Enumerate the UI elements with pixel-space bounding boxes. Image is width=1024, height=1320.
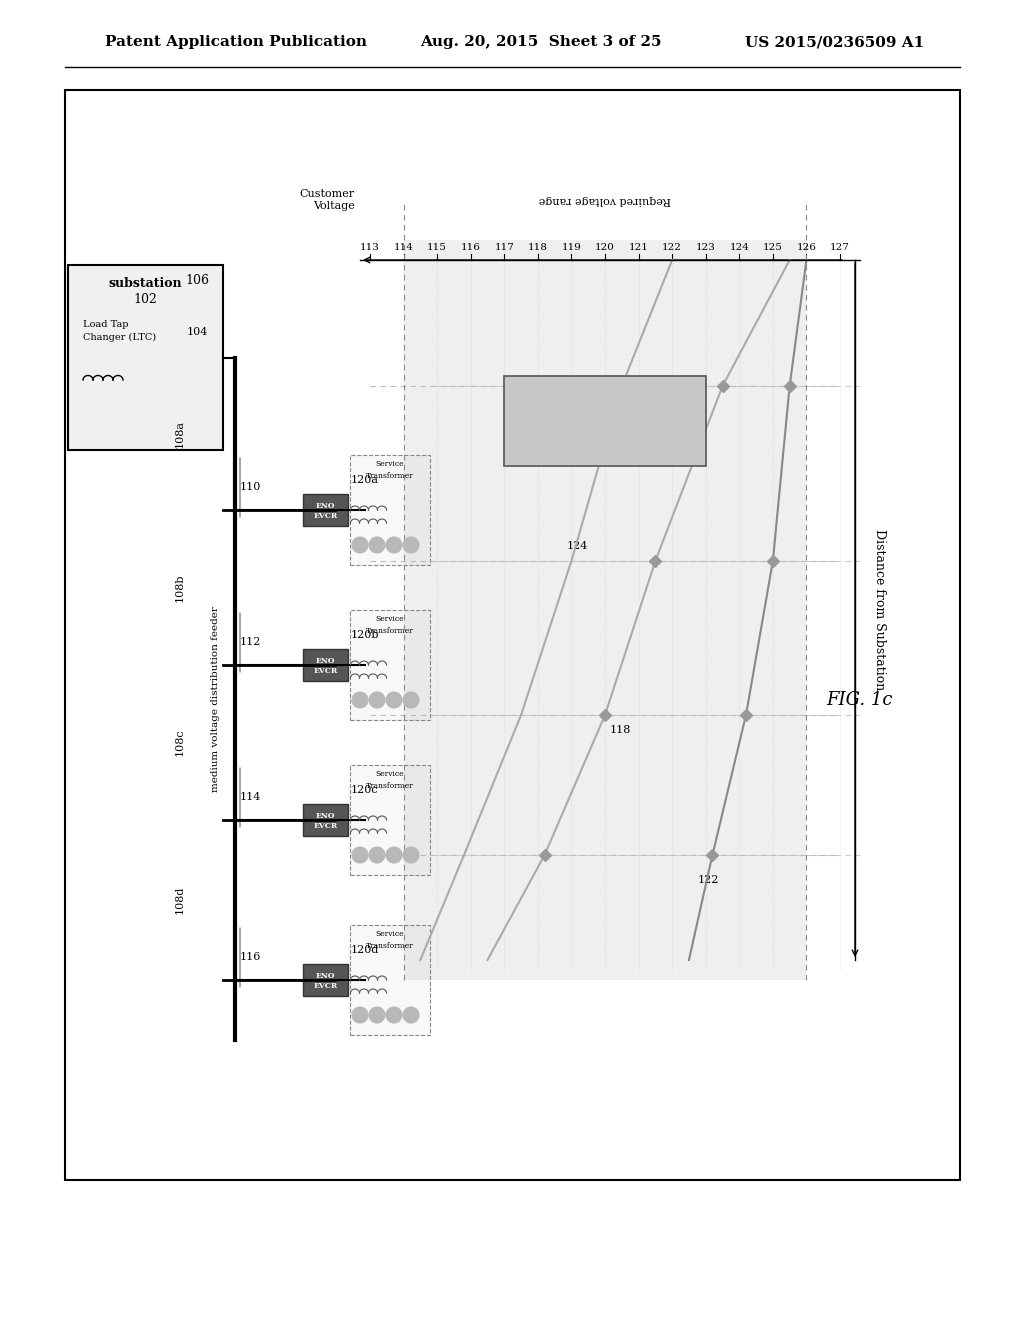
Circle shape [369, 1007, 385, 1023]
Text: EVCR: EVCR [313, 667, 338, 675]
Text: 108a: 108a [175, 420, 185, 447]
Text: Transformer: Transformer [367, 942, 414, 950]
Text: medium voltage distribution feeder: medium voltage distribution feeder [211, 606, 219, 792]
Text: 108d: 108d [175, 886, 185, 915]
Text: 116: 116 [240, 952, 261, 962]
Circle shape [386, 1007, 402, 1023]
Text: 122: 122 [697, 875, 719, 884]
Text: 122: 122 [663, 243, 682, 252]
Text: ENO: ENO [315, 972, 335, 979]
Text: 125: 125 [763, 243, 782, 252]
Text: Distance from Substation: Distance from Substation [873, 529, 887, 690]
Text: Aug. 20, 2015  Sheet 3 of 25: Aug. 20, 2015 Sheet 3 of 25 [420, 36, 662, 49]
Text: substation: substation [109, 277, 182, 290]
Text: Service: Service [376, 770, 404, 777]
Bar [504, 376, 706, 466]
Text: 114: 114 [393, 243, 414, 252]
Text: Load Tap: Load Tap [83, 319, 128, 329]
Text: 114: 114 [240, 792, 261, 803]
Text: 108b: 108b [175, 573, 185, 602]
Circle shape [369, 537, 385, 553]
Text: 115: 115 [427, 243, 447, 252]
Circle shape [352, 692, 368, 708]
Text: 113: 113 [360, 243, 380, 252]
Circle shape [386, 847, 402, 863]
Text: 121: 121 [629, 243, 648, 252]
Text: 119: 119 [561, 243, 582, 252]
Bar [68, 265, 223, 450]
Bar [303, 804, 348, 836]
Text: ENO: ENO [315, 812, 335, 820]
Circle shape [352, 1007, 368, 1023]
Text: EVCR: EVCR [313, 512, 338, 520]
Text: 127: 127 [830, 243, 850, 252]
Text: 120: 120 [595, 243, 615, 252]
Circle shape [403, 537, 419, 553]
Bar [350, 766, 430, 875]
Text: FIG. 1c: FIG. 1c [826, 690, 893, 709]
Text: 120b: 120b [351, 630, 380, 640]
Text: 110: 110 [240, 482, 261, 492]
Circle shape [403, 847, 419, 863]
Text: FURTHER
VOLTAGE
REDUCTION
POSSIBLE: FURTHER VOLTAGE REDUCTION POSSIBLE [570, 391, 640, 432]
Text: 112: 112 [240, 638, 261, 647]
Bar [350, 610, 430, 719]
Text: Customer
Voltage: Customer Voltage [300, 189, 355, 211]
Text: 120d: 120d [351, 945, 379, 954]
Bar [303, 964, 348, 997]
Circle shape [386, 537, 402, 553]
Text: Patent Application Publication: Patent Application Publication [105, 36, 367, 49]
Text: EVCR: EVCR [313, 822, 338, 830]
Bar [303, 649, 348, 681]
Text: ENO: ENO [315, 502, 335, 510]
Circle shape [386, 692, 402, 708]
Circle shape [403, 1007, 419, 1023]
Text: 116: 116 [461, 243, 480, 252]
Text: Transformer: Transformer [367, 627, 414, 635]
Text: 124: 124 [729, 243, 750, 252]
Text: 120c: 120c [351, 785, 379, 795]
Text: Transformer: Transformer [367, 781, 414, 789]
Bar [350, 925, 430, 1035]
Text: 124: 124 [566, 541, 588, 550]
Text: ENO: ENO [315, 657, 335, 665]
Bar [303, 494, 348, 525]
Text: 106: 106 [185, 273, 209, 286]
Text: Required voltage range: Required voltage range [539, 195, 671, 205]
Text: 118: 118 [528, 243, 548, 252]
Circle shape [369, 847, 385, 863]
Text: 126: 126 [797, 243, 816, 252]
Text: 120a: 120a [351, 475, 379, 484]
Bar [65, 90, 961, 1180]
Bar [350, 455, 430, 565]
Circle shape [352, 847, 368, 863]
Text: Service: Service [376, 615, 404, 623]
Text: EVCR: EVCR [313, 982, 338, 990]
Text: Service: Service [376, 931, 404, 939]
Text: 123: 123 [695, 243, 716, 252]
Circle shape [369, 692, 385, 708]
Bar [403, 240, 807, 979]
Text: 117: 117 [495, 243, 514, 252]
Circle shape [352, 537, 368, 553]
Text: Service: Service [376, 459, 404, 469]
Text: 118: 118 [610, 725, 632, 735]
Text: US 2015/0236509 A1: US 2015/0236509 A1 [745, 36, 925, 49]
Circle shape [403, 692, 419, 708]
Text: Changer (LTC): Changer (LTC) [83, 333, 156, 342]
Text: 104: 104 [186, 327, 208, 337]
Text: 102: 102 [133, 293, 158, 306]
Text: 108c: 108c [175, 729, 185, 756]
Text: Transformer: Transformer [367, 473, 414, 480]
